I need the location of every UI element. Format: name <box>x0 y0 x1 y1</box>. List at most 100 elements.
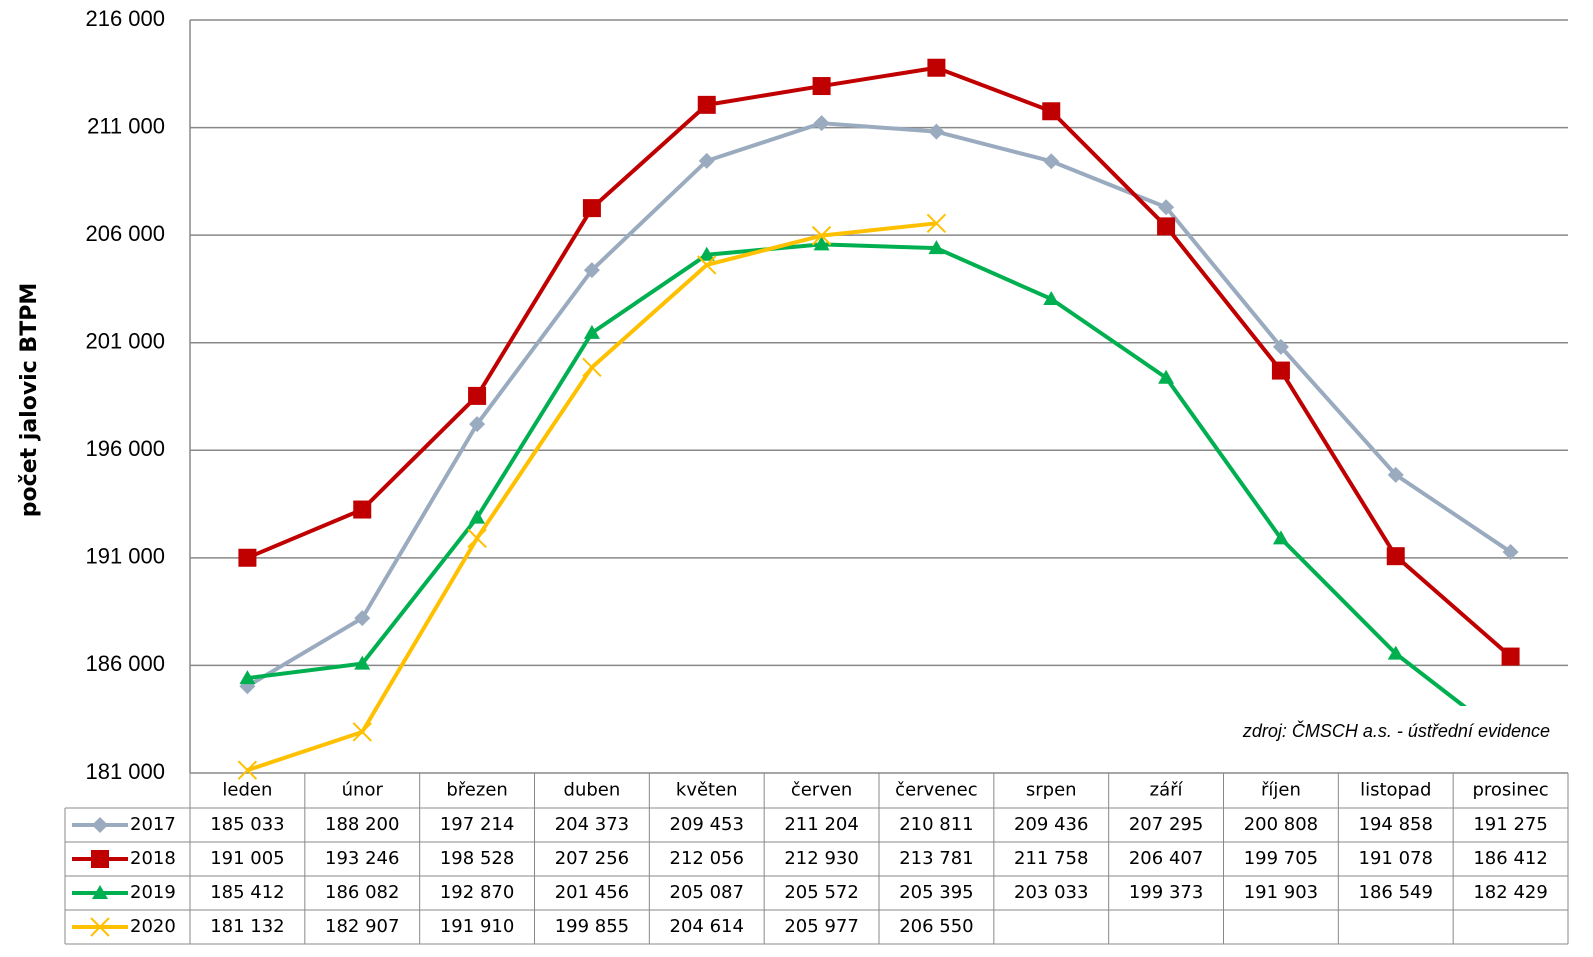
marker <box>812 77 831 96</box>
annotation: zdroj: ČMSCH a.s. - ústřední evidence <box>1242 720 1550 741</box>
marker <box>352 722 372 742</box>
series-line <box>246 221 937 773</box>
table-cell: 209 436 <box>1014 814 1088 835</box>
marker <box>1271 361 1290 380</box>
series-line <box>247 242 1512 744</box>
series-line <box>246 65 1512 659</box>
marker <box>239 670 256 685</box>
marker <box>582 199 601 218</box>
marker <box>1042 102 1061 121</box>
x-tick-label: duben <box>564 780 621 801</box>
table-cell: 191 903 <box>1244 882 1318 903</box>
y-tick-label: 216 000 <box>85 6 165 31</box>
table-cell: 186 549 <box>1359 882 1433 903</box>
table-cell: 181 132 <box>210 916 284 937</box>
marker <box>582 357 602 378</box>
marker <box>354 655 371 670</box>
marker <box>811 225 832 246</box>
marker <box>697 255 717 275</box>
table-cell: 188 200 <box>325 814 399 835</box>
marker <box>353 500 372 519</box>
marker <box>928 240 945 255</box>
y-axis-label: počet jalovic BTPM <box>17 283 42 517</box>
table-cell: 210 811 <box>899 814 973 835</box>
marker <box>813 236 830 251</box>
table-cell: 206 550 <box>899 916 973 937</box>
table-cell: 204 614 <box>670 916 744 937</box>
table-cell: 199 705 <box>1244 848 1318 869</box>
marker <box>237 760 258 780</box>
y-tick-label: 196 000 <box>85 436 165 461</box>
marker <box>467 528 487 548</box>
marker <box>927 58 946 77</box>
y-tick-label: 191 000 <box>85 544 165 569</box>
marker <box>698 246 715 261</box>
legend-label: 2019 <box>130 882 176 903</box>
series-line <box>246 121 1512 688</box>
marker <box>238 548 257 567</box>
marker <box>469 509 486 524</box>
x-tick-label: srpen <box>1026 780 1077 801</box>
x-tick-label: květen <box>676 780 738 801</box>
y-tick-label: 186 000 <box>85 651 165 676</box>
marker <box>1158 199 1175 216</box>
marker <box>813 115 830 132</box>
y-tick-label: 211 000 <box>87 113 165 138</box>
table-cell: 200 808 <box>1244 814 1318 835</box>
marker <box>1502 543 1519 560</box>
table-cell: 191 078 <box>1359 848 1433 869</box>
table-cell: 203 033 <box>1014 882 1088 903</box>
table-cell: 206 407 <box>1129 848 1203 869</box>
marker <box>583 262 600 279</box>
x-tick-label: březen <box>446 780 507 801</box>
x-tick-label: červen <box>791 780 853 801</box>
annotation-box <box>1160 706 1565 758</box>
marker <box>1386 547 1405 566</box>
table-cell: 205 572 <box>784 882 858 903</box>
table-cell: 182 907 <box>325 916 399 937</box>
table-cell: 211 204 <box>784 814 858 835</box>
table-cell: 185 412 <box>210 882 284 903</box>
marker <box>1157 217 1176 236</box>
marker <box>698 152 715 169</box>
table-cell: 209 453 <box>670 814 744 835</box>
table-cell: 198 528 <box>440 848 514 869</box>
table-cell: 185 033 <box>210 814 284 835</box>
table-cell: 201 456 <box>555 882 629 903</box>
marker <box>90 917 110 937</box>
table-cell: 213 781 <box>899 848 973 869</box>
table-cell: 192 870 <box>440 882 514 903</box>
marker <box>1501 647 1520 666</box>
x-tick-label: leden <box>222 780 272 801</box>
table-cell: 182 429 <box>1473 882 1547 903</box>
marker <box>91 850 109 868</box>
x-tick-label: únor <box>342 780 384 801</box>
table-cell: 207 295 <box>1129 814 1203 835</box>
table-cell: 199 373 <box>1129 882 1203 903</box>
table-cell: 186 082 <box>325 882 399 903</box>
table-cell: 191 005 <box>210 848 284 869</box>
marker <box>92 885 108 899</box>
table-cell: 194 858 <box>1359 814 1433 835</box>
marker <box>1272 530 1289 545</box>
legend-label: 2017 <box>130 814 176 835</box>
table-cell: 205 977 <box>784 916 858 937</box>
table-cell: 191 910 <box>440 916 514 937</box>
x-tick-label: říjen <box>1261 780 1301 801</box>
marker <box>1043 290 1060 305</box>
marker <box>583 324 600 339</box>
y-tick-label: 206 000 <box>85 221 165 246</box>
table-cell: 197 214 <box>440 814 514 835</box>
table-cell: 212 056 <box>670 848 744 869</box>
marker <box>469 416 486 433</box>
x-tick-label: listopad <box>1360 780 1431 801</box>
marker <box>928 123 945 140</box>
table-cell: 211 758 <box>1014 848 1088 869</box>
table-cell: 186 412 <box>1473 848 1547 869</box>
marker <box>1387 645 1404 660</box>
table-cell: 212 930 <box>784 848 858 869</box>
table-cell: 191 275 <box>1473 814 1547 835</box>
x-tick-label: prosinec <box>1472 780 1548 801</box>
x-tick-label: červenec <box>895 780 977 801</box>
